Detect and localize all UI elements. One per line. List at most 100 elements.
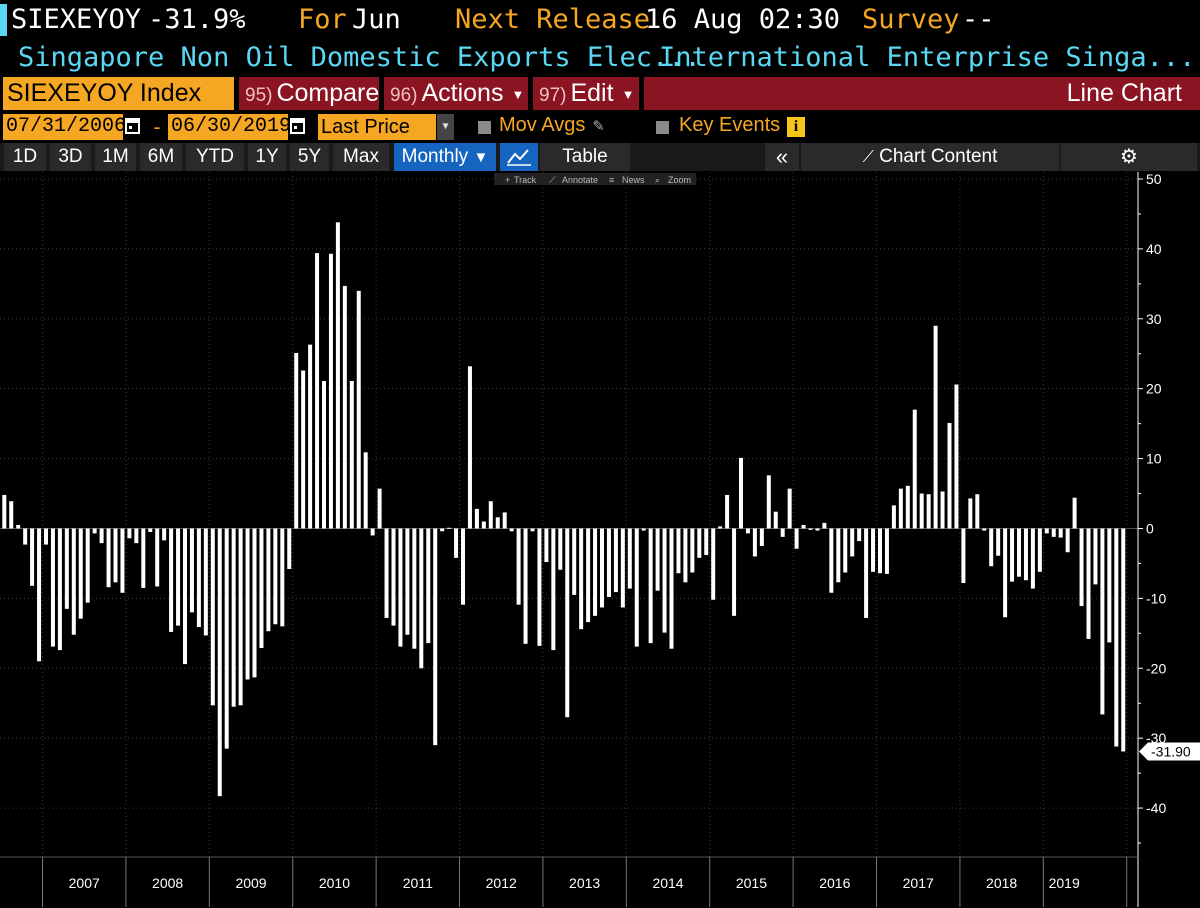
bar	[606, 528, 611, 597]
period-button-1d[interactable]: 1D	[4, 143, 46, 171]
info-icon[interactable]: i	[787, 117, 805, 137]
bar	[308, 344, 313, 529]
bar	[641, 528, 646, 531]
bar	[1114, 528, 1119, 747]
bar	[231, 528, 236, 707]
actions-button[interactable]: 96) Actions ▼	[384, 77, 528, 110]
actions-number: 96)	[390, 85, 418, 106]
bar	[1065, 528, 1070, 553]
period-button-5y[interactable]: 5Y	[290, 143, 329, 171]
bar	[676, 528, 681, 574]
x-tick-label: 2019	[1049, 875, 1080, 891]
period-button-6m[interactable]: 6M	[140, 143, 182, 171]
period-button-1m[interactable]: 1M	[95, 143, 136, 171]
mov-avgs-label[interactable]: Mov Avgs	[499, 114, 586, 136]
edit-button[interactable]: 97) Edit ▼	[533, 77, 639, 110]
start-date-input[interactable]: 07/31/2006	[3, 114, 126, 140]
bar	[148, 528, 153, 532]
bar	[99, 528, 104, 544]
compare-button[interactable]: 95) Compare	[239, 77, 379, 110]
bar	[829, 528, 834, 593]
chart-style-button[interactable]	[500, 143, 538, 171]
bar	[196, 528, 201, 628]
bar	[878, 528, 882, 574]
bar	[238, 528, 243, 706]
bar	[752, 528, 757, 557]
bar	[739, 457, 743, 529]
field-select[interactable]: Last Price	[318, 114, 436, 140]
x-tick-label: 2010	[319, 875, 350, 891]
security-source[interactable]: International Enterprise Singa...	[659, 42, 1196, 73]
bar	[342, 285, 347, 529]
chevron-down-icon: ▼	[511, 86, 525, 102]
bar	[558, 528, 563, 570]
bar	[1017, 528, 1021, 577]
key-events-label[interactable]: Key Events	[679, 114, 781, 136]
bar	[572, 528, 577, 595]
bar	[23, 528, 28, 545]
table-label: Table	[562, 146, 608, 167]
chart-tools[interactable]: + Track ⟋ Annotate ≡ News ⌕ Zoom	[494, 173, 696, 185]
x-axis: 2007 2008 2009 2010 2011 2012 2013 2014 2015 2016…	[0, 856, 1138, 907]
bar	[551, 528, 556, 651]
bar	[732, 528, 737, 616]
bar	[759, 528, 764, 546]
annotate-label[interactable]: Annotate	[562, 175, 598, 185]
bar	[37, 528, 42, 662]
bar	[509, 528, 514, 532]
end-date-input[interactable]: 06/30/2019	[168, 114, 291, 140]
bar	[745, 528, 750, 534]
bar	[134, 528, 139, 544]
settings-button[interactable]: ⚙	[1061, 143, 1197, 171]
period-button-3d[interactable]: 3D	[50, 143, 91, 171]
bar	[44, 528, 48, 545]
calendar-icon[interactable]	[125, 116, 140, 135]
bar	[301, 370, 306, 529]
bar	[217, 528, 222, 797]
bar	[377, 488, 382, 529]
chart-content-button[interactable]: ⟋ Chart Content	[801, 143, 1059, 171]
frequency-dropdown[interactable]: Monthly ▼	[394, 143, 496, 171]
chart-content-icon: ⟋	[862, 149, 874, 166]
chevron-down-icon: ▼	[442, 121, 449, 132]
bar	[495, 517, 500, 529]
chart-content-label: Chart Content	[879, 146, 998, 167]
bar	[1037, 528, 1042, 572]
period-button-1y[interactable]: 1Y	[248, 143, 286, 171]
period-toolbar: 1D 3D 1M 6M YTD 1Y 5Y Max Monthly ▼ Table « ⟋ C…	[0, 143, 1200, 171]
last-value: -31.9%	[148, 4, 246, 35]
bar	[127, 528, 132, 539]
track-label[interactable]: Track	[514, 175, 537, 185]
pencil-icon[interactable]: ✎	[593, 115, 604, 136]
mov-avgs-checkbox[interactable]	[478, 121, 491, 134]
security-field[interactable]: SIEXEYOY Index	[3, 77, 234, 110]
table-button[interactable]: Table	[540, 143, 630, 171]
chevron-down-icon: ▼	[473, 149, 489, 166]
x-tick-label: 2011	[403, 875, 433, 891]
survey-value: --	[962, 4, 995, 35]
security-description[interactable]: Singapore Non Oil Domestic Exports Elec.…	[18, 42, 701, 73]
calendar-icon[interactable]	[290, 116, 305, 135]
y-tick-label: -40	[1146, 800, 1166, 816]
collapse-button[interactable]: «	[765, 143, 799, 171]
bar	[725, 494, 730, 529]
bar	[391, 528, 396, 626]
news-label[interactable]: News	[622, 175, 645, 185]
y-axis: 50 40 30 20 10 0 -10 -20 -30 -40 -31.90	[1137, 172, 1200, 907]
bar	[579, 528, 584, 630]
header-accent	[0, 4, 7, 36]
period-button-max[interactable]: Max	[333, 143, 389, 171]
bar	[961, 528, 966, 583]
bar	[50, 528, 55, 647]
period-button-ytd[interactable]: YTD	[186, 143, 244, 171]
chart-type-bar[interactable]: Line Chart	[644, 77, 1200, 110]
x-tick-label: 2012	[486, 875, 517, 891]
bar	[613, 528, 618, 593]
bar	[502, 512, 507, 529]
field-dropdown-button[interactable]: ▼	[437, 114, 454, 140]
zoom-label[interactable]: Zoom	[668, 175, 691, 185]
bar	[1121, 528, 1126, 752]
bar	[454, 528, 459, 558]
key-events-checkbox[interactable]	[656, 121, 669, 134]
